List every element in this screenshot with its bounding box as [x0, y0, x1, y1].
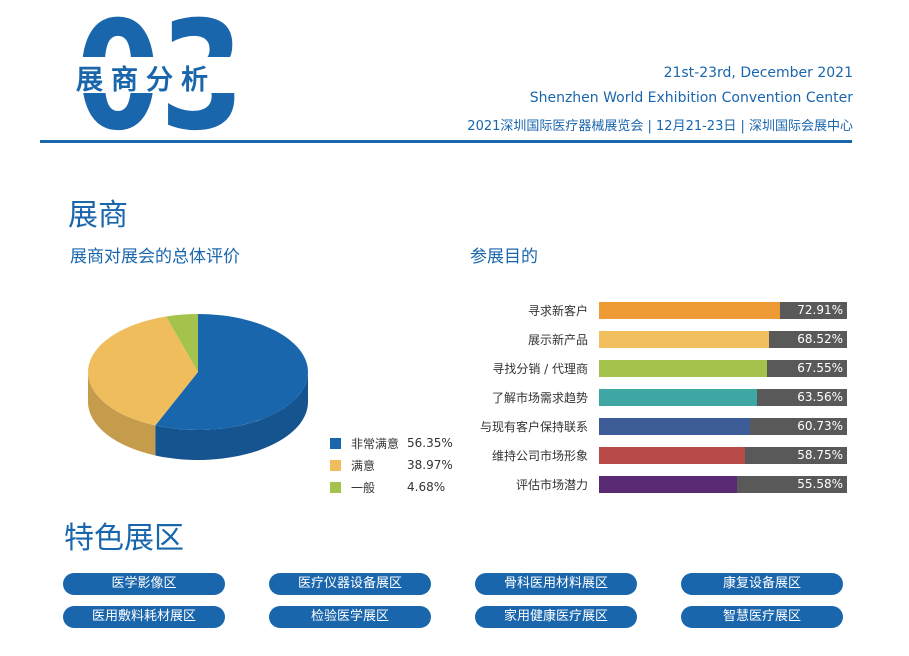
legend-swatch [330, 459, 341, 471]
bar-track: 63.56% [599, 389, 847, 406]
exhibitors-heading: 展商 [68, 198, 128, 233]
bar [599, 447, 745, 464]
zone-pill[interactable]: 家用健康医疗展区 [475, 606, 637, 628]
bar-category-label: 展示新产品 [527, 333, 588, 347]
title-backdrop [74, 57, 246, 93]
zone-pill[interactable]: 康复设备展区 [681, 573, 843, 595]
bar-category-label: 寻找分销 / 代理商 [492, 362, 588, 376]
bar [599, 331, 769, 348]
legend-item: 一般 4.68% [330, 476, 453, 498]
legend-value: 56.35% [407, 436, 453, 450]
event-date: 21st-23rd, December 2021 [663, 65, 853, 81]
legend-label: 非常满意 [351, 436, 400, 451]
bar-value-label: 67.55% [797, 361, 843, 375]
purpose-title: 参展目的 [470, 247, 538, 267]
bar-category-label: 维持公司市场形象 [491, 449, 588, 463]
bar [599, 302, 780, 319]
zone-pill[interactable]: 医疗仪器设备展区 [269, 573, 431, 595]
header-divider [40, 140, 852, 143]
bar-track: 58.75% [599, 447, 847, 464]
bar-track: 72.91% [599, 302, 847, 319]
pie-slice-非常满意 [155, 314, 309, 430]
bar-category-label: 寻求新客户 [527, 304, 588, 318]
legend-value: 4.68% [407, 480, 446, 494]
featured-zones-heading: 特色展区 [64, 521, 184, 556]
pie-legend: 非常满意 56.35% 满意 38.97% 一般 4.68% [330, 432, 453, 498]
event-info: 2021深圳国际医疗器械展览会 | 12月21-23日 | 深圳国际会展中心 [467, 119, 853, 134]
bar-value-label: 58.75% [797, 448, 843, 462]
bar [599, 476, 737, 493]
bar-category-label: 了解市场需求趋势 [491, 391, 588, 405]
bar-value-label: 68.52% [797, 332, 843, 346]
zone-pill[interactable]: 骨科医用材料展区 [475, 573, 637, 595]
bar-category-label: 与现有客户保持联系 [479, 420, 588, 434]
bar-value-label: 72.91% [797, 303, 843, 317]
satisfaction-pie-chart [88, 314, 309, 460]
zone-pill[interactable]: 医学影像区 [63, 573, 225, 595]
bar [599, 360, 767, 377]
legend-value: 38.97% [407, 458, 453, 472]
bar-category-label: 评估市场潜力 [515, 478, 588, 492]
zone-pill[interactable]: 医用敷料耗材展区 [63, 606, 225, 628]
bar [599, 418, 750, 435]
legend-swatch [330, 437, 341, 449]
bar-track: 67.55% [599, 360, 847, 377]
bar-track: 68.52% [599, 331, 847, 348]
pie-slice-side-满意 [88, 372, 156, 456]
zone-pill[interactable]: 智慧医疗展区 [681, 606, 843, 628]
pie-slice-满意 [88, 316, 198, 426]
zone-pill[interactable]: 检验医学展区 [269, 606, 431, 628]
bar-track: 60.73% [599, 418, 847, 435]
satisfaction-title: 展商对展会的总体评价 [70, 247, 240, 267]
legend-label: 满意 [351, 458, 376, 473]
pie-slice-side-非常满意 [155, 372, 308, 460]
page-title: 展商分析 [76, 65, 216, 96]
pie-slice-一般 [166, 314, 198, 372]
legend-item: 满意 38.97% [330, 454, 453, 476]
bar-value-label: 60.73% [797, 419, 843, 433]
legend-item: 非常满意 56.35% [330, 432, 453, 454]
legend-swatch [330, 481, 341, 493]
bar-value-label: 63.56% [797, 390, 843, 404]
bar-value-label: 55.58% [797, 477, 843, 491]
bar-track: 55.58% [599, 476, 847, 493]
legend-label: 一般 [351, 480, 376, 495]
event-venue: Shenzhen World Exhibition Convention Cen… [529, 90, 853, 106]
bar [599, 389, 757, 406]
